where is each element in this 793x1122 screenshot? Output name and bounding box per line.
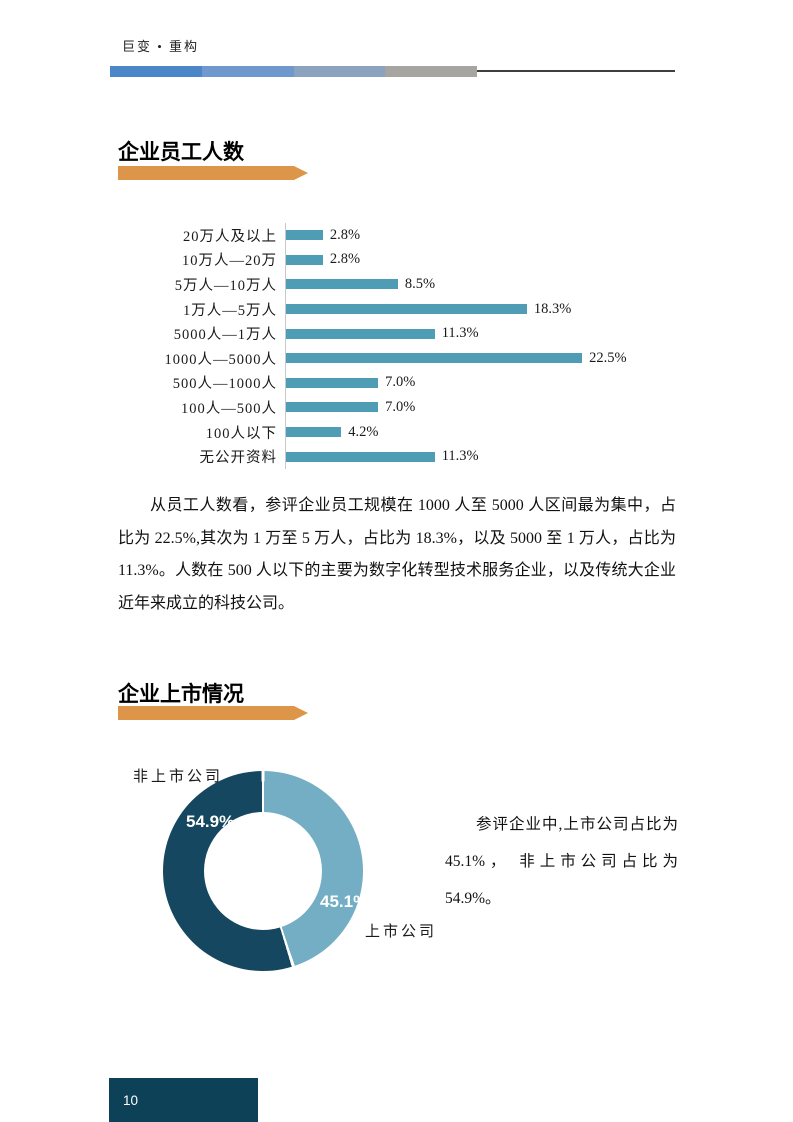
bar-value-label: 8.5% [404,275,436,292]
bar-value-label: 18.3% [533,300,572,317]
bar [286,377,379,388]
bar-row: 2.8% [286,223,663,248]
bar-category-label: 500人—1000人 [172,376,277,393]
bar-category-label: 10万人—20万 [182,253,277,270]
bar-row: 4.2% [286,420,663,445]
bar-row: 7.0% [286,371,663,396]
bar [286,328,435,339]
bar [286,353,583,364]
bar [286,427,342,438]
rule-line [477,70,675,72]
bar-chart-plot-area: 2.8% 2.8% 8.5% 18.3% 11.3% 22.5% 7.0% 7.0% 4.2% 1… [285,223,663,469]
bar [286,230,323,241]
brand-title: 巨变 • 重构 [122,39,200,54]
section-title-listing: 企业上市情况 [118,683,244,706]
rule-segment [385,66,478,77]
bar [286,254,323,265]
bar-category-label: 100人以下 [205,425,277,442]
donut-slice-label-listed: 上市公司 [365,924,438,940]
bar-row: 7.0% [286,395,663,420]
bar [286,451,435,462]
bar-row: 11.3% [286,444,663,469]
bar-row: 2.8% [286,248,663,273]
bar-category-label: 5万人—10万人 [174,277,277,294]
bar-row: 11.3% [286,321,663,346]
header-rule [110,66,675,77]
listing-paragraph: 参评企业中,上市公司占比为 45.1%， 非上市公司占比为 54.9%。 [445,816,678,907]
bar-row: 18.3% [286,297,663,322]
section-arrow [118,166,308,180]
bar-row: 8.5% [286,272,663,297]
donut-slice-label-unlisted: 非上市公司 [133,769,224,785]
section-title-employees: 企业员工人数 [118,141,244,164]
bar-category-label: 1000人—5000人 [164,351,277,368]
page-number: 10 [123,1092,139,1108]
bar-value-label: 11.3% [441,448,479,465]
employees-paragraph: 从员工人数看，参评企业员工规模在 1000 人至 5000 人区间最为集中，占比… [118,497,676,612]
bar-category-label: 100人—500人 [181,400,277,417]
bar [286,304,527,315]
bar-value-label: 2.8% [329,226,361,243]
bar [286,279,398,290]
donut-slice-value-unlisted: 54.9% [186,812,235,831]
rule-segment [293,66,386,77]
rule-segment [110,66,202,77]
bar-category-label: 无公开资料 [199,450,277,467]
employee-bar-chart: 20万人及以上 10万人—20万 5万人—10万人 1万人—5万人 5000人—1万人 1… [118,223,663,469]
bar [286,402,379,413]
bar-value-label: 11.3% [441,325,479,342]
rule-segment [201,66,294,77]
page-number-box: 10 [109,1078,258,1122]
bar-value-label: 4.2% [348,423,379,440]
donut-slice-value-listed: 45.1% [320,892,369,911]
bar-row: 22.5% [286,346,663,371]
bar-chart-category-axis: 20万人及以上 10万人—20万 5万人—10万人 1万人—5万人 5000人—1万人 1… [118,223,285,469]
bar-value-label: 2.8% [329,251,361,268]
listing-donut-chart [163,771,363,971]
donut-hole [204,812,322,930]
section-arrow [118,706,308,720]
bar-category-label: 20万人及以上 [183,228,277,245]
bar-value-label: 7.0% [385,398,416,415]
bar-category-label: 1万人—5万人 [183,302,277,319]
bar-value-label: 7.0% [385,374,416,391]
bar-value-label: 22.5% [589,349,627,366]
bar-category-label: 5000人—1万人 [173,327,277,344]
